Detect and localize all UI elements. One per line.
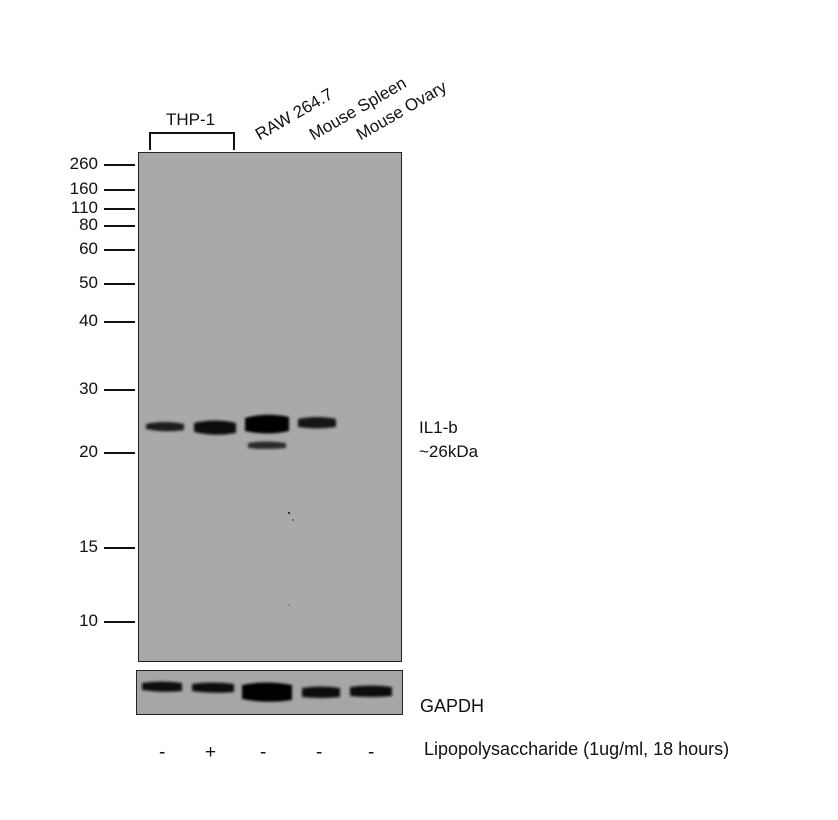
thp1-group-bracket: [149, 132, 235, 150]
treatment-sign-lane3: -: [260, 742, 267, 763]
band-il1b-lane2: [194, 420, 236, 435]
band-il1b-lane4: [298, 417, 336, 429]
band-il1b-lane3: [245, 414, 289, 434]
mw-tick-110: [104, 208, 135, 210]
band-gapdh-lane5: [350, 685, 392, 697]
treatment-sign-lane5: -: [368, 742, 375, 763]
mw-tick-10: [104, 621, 135, 623]
blot-speck: [292, 519, 294, 521]
mw-label-10: 10: [79, 611, 98, 630]
band-gapdh-lane1: [142, 681, 182, 692]
mw-tick-80: [104, 225, 135, 227]
mw-label-260: 260: [69, 154, 98, 173]
treatment-sign-lane4: -: [316, 742, 323, 763]
mw-label-50: 50: [79, 273, 98, 292]
gapdh-label: GAPDH: [420, 696, 485, 716]
mw-label-110: 110: [70, 198, 98, 217]
mw-label-60: 60: [79, 239, 98, 258]
mw-label-30: 30: [79, 379, 98, 398]
band-gapdh-lane2: [192, 682, 234, 693]
mw-label-160: 160: [69, 179, 98, 198]
band-gapdh-lane3: [242, 682, 292, 702]
mw-label-80: 80: [79, 215, 98, 234]
band-gapdh-lane4: [302, 686, 340, 698]
mw-tick-260: [104, 164, 135, 166]
band-lower-lane3: [248, 441, 286, 449]
mw-tick-40: [104, 321, 135, 323]
treatment-label: Lipopolysaccharide (1ug/ml, 18 hours): [424, 739, 730, 759]
mw-tick-60: [104, 249, 135, 251]
blot-speck: [288, 604, 290, 606]
mw-tick-30: [104, 389, 135, 391]
mw-label-40: 40: [79, 311, 98, 330]
mw-tick-160: [104, 189, 135, 191]
mw-tick-50: [104, 283, 135, 285]
thp1-group-label: THP-1: [166, 110, 216, 129]
main-blot-panel: [138, 152, 402, 662]
blot-speck: [287, 511, 291, 515]
treatment-sign-lane2: +: [205, 742, 217, 763]
mw-label-20: 20: [79, 442, 98, 461]
mw-label-15: 15: [79, 537, 98, 556]
band-label-size: ~26kDa: [419, 442, 479, 461]
band-label-il1b: IL1-b ~26kDa: [419, 416, 478, 464]
gapdh-blot-panel: [136, 670, 403, 715]
mw-tick-15: [104, 547, 135, 549]
band-il1b-lane1: [146, 422, 184, 432]
mw-tick-20: [104, 452, 135, 454]
band-label-name: IL1-b: [419, 418, 458, 437]
treatment-sign-lane1: -: [159, 742, 166, 763]
